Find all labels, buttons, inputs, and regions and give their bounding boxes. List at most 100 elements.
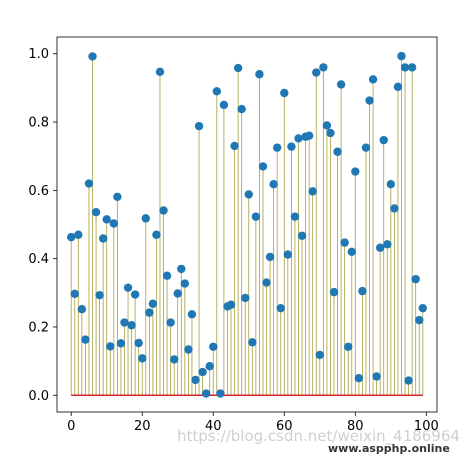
y-tick-label: 0.6	[28, 184, 49, 199]
stem-marker	[383, 240, 392, 249]
stem-marker	[368, 75, 378, 84]
x-tick-label: 0	[67, 419, 75, 434]
stem-marker	[347, 247, 356, 257]
stem-marker	[283, 250, 293, 259]
stem-marker	[269, 179, 278, 189]
stem-marker	[326, 128, 335, 138]
axes-frame	[56, 36, 438, 413]
stem-marker	[113, 192, 122, 202]
stem-marker	[272, 143, 282, 152]
stem-marker	[340, 238, 349, 247]
x-tick-label: 20	[134, 419, 151, 434]
stem-marker	[248, 338, 257, 347]
x-tick-label: 100	[414, 419, 439, 434]
stem-marker	[233, 63, 243, 73]
stem-marker	[372, 372, 381, 381]
stem-marker	[290, 212, 300, 221]
stem-marker	[109, 219, 119, 228]
stem-marker	[375, 243, 385, 252]
stem-marker	[127, 321, 136, 330]
stem-marker	[201, 389, 211, 398]
y-tick-label: 1.0	[28, 47, 49, 62]
stem-marker	[216, 389, 225, 398]
stem-lines	[70, 56, 424, 396]
stem-marker	[106, 342, 115, 351]
stem-marker	[280, 88, 289, 98]
stem-marker	[265, 252, 275, 262]
stem-marker	[159, 206, 168, 215]
stem-marker	[344, 342, 353, 351]
stem-marker	[411, 274, 420, 284]
stem-marker	[84, 179, 94, 188]
stem-marker	[308, 187, 317, 196]
stem-marker	[130, 290, 140, 299]
stem-marker	[258, 162, 268, 171]
stem-marker	[67, 232, 76, 242]
stem-marker	[379, 135, 388, 145]
x-tick-label: 60	[276, 419, 293, 434]
y-axis-ticks: 0.0 0.2 0.4 0.6 0.8 1.0	[28, 47, 57, 404]
y-tick-label: 0.0	[28, 389, 49, 404]
watermark-site: www.aspphp.online	[328, 442, 450, 455]
stem-marker	[155, 67, 165, 77]
stem-marker	[194, 121, 204, 131]
stem-marker	[212, 87, 222, 96]
stem-marker	[102, 215, 111, 224]
stem-marker	[404, 376, 413, 385]
stem-marker	[138, 354, 147, 363]
stem-marker	[351, 167, 360, 176]
stem-marker	[241, 293, 250, 303]
y-tick-label: 0.4	[28, 252, 49, 267]
x-axis-ticks: 0 20 40 60 80 100	[67, 412, 439, 434]
stem-marker	[322, 121, 332, 130]
stem-marker	[198, 367, 207, 377]
stem-marker	[141, 214, 150, 223]
stem-marker	[180, 279, 190, 288]
stem-marker	[297, 231, 307, 240]
stem-marker	[169, 355, 179, 364]
stem-marker	[81, 335, 90, 344]
stem-marker	[134, 338, 143, 348]
stem-marker	[262, 278, 271, 287]
stem-marker	[205, 362, 214, 371]
stem-marker	[88, 52, 97, 61]
stem-marker	[319, 63, 328, 72]
x-tick-label: 40	[205, 419, 222, 434]
stem-marker	[361, 143, 371, 152]
stem-marker	[226, 300, 236, 309]
stem-marker	[386, 179, 396, 189]
stem-marker	[390, 204, 399, 213]
y-tick-label: 0.2	[28, 320, 49, 335]
stem-marker	[354, 373, 364, 383]
stem-marker	[365, 96, 374, 105]
stem-marker	[98, 234, 108, 243]
stem-marker	[177, 264, 186, 274]
stem-marker	[329, 287, 339, 297]
stem-marker	[393, 82, 403, 92]
stem-marker	[95, 290, 104, 300]
stem-marker	[333, 147, 342, 156]
stem-marker	[255, 70, 264, 79]
stem-marker	[187, 310, 197, 319]
stem-marker	[152, 230, 161, 239]
stem-markers	[67, 51, 427, 398]
stem-marker	[148, 299, 158, 308]
stem-marker	[251, 212, 261, 221]
stem-marker	[74, 230, 83, 239]
stem-marker	[219, 100, 229, 110]
stem-marker	[315, 350, 325, 360]
stem-marker	[145, 308, 154, 317]
stem-marker	[166, 318, 175, 327]
stem-marker	[397, 51, 406, 61]
stem-marker	[162, 271, 172, 280]
stem-marker	[400, 63, 410, 72]
stem-marker	[116, 339, 126, 348]
stem-marker	[336, 80, 346, 89]
y-tick-label: 0.8	[28, 116, 49, 131]
x-tick-label: 80	[347, 419, 364, 434]
stem-marker	[191, 375, 200, 385]
stem-marker	[77, 304, 87, 314]
stem-marker	[276, 303, 285, 313]
